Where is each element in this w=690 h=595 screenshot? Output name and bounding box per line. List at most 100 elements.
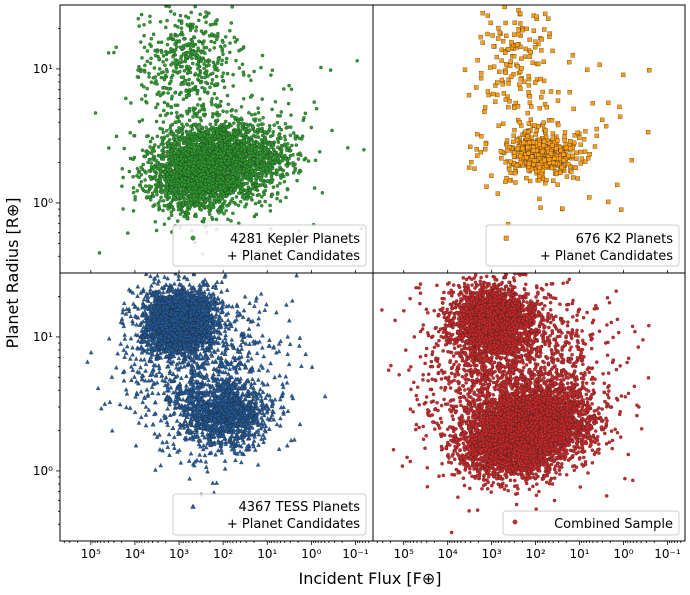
data-point [206, 189, 211, 193]
data-point [219, 162, 223, 166]
data-point [281, 168, 286, 173]
data-point [202, 216, 206, 221]
data-point [180, 114, 184, 118]
data-point [590, 101, 595, 106]
data-point [174, 110, 179, 115]
data-point [159, 195, 163, 200]
data-point [254, 174, 258, 179]
data-point [504, 176, 509, 181]
data-point [260, 195, 264, 199]
data-point [185, 216, 189, 221]
data-point [285, 164, 290, 168]
data-point [167, 138, 172, 142]
data-point [232, 132, 237, 136]
data-point [541, 139, 547, 144]
data-point [517, 82, 522, 87]
data-point [151, 194, 156, 199]
data-point [175, 59, 180, 63]
data-point [286, 101, 291, 106]
data-point [217, 124, 222, 129]
data-point [221, 127, 226, 132]
data-point [184, 164, 188, 169]
data-point [583, 129, 588, 134]
data-point [201, 105, 206, 110]
data-point [294, 143, 299, 147]
data-point [255, 140, 260, 145]
data-point [518, 160, 523, 165]
data-point [255, 131, 260, 135]
data-point [496, 123, 501, 128]
data-point [234, 163, 238, 167]
data-point [621, 72, 626, 78]
data-point [163, 113, 168, 117]
data-point [518, 21, 523, 26]
data-point [144, 171, 148, 175]
data-point [480, 10, 485, 16]
data-point [223, 44, 227, 48]
data-point [148, 145, 152, 149]
data-point [169, 97, 174, 101]
data-point [147, 71, 151, 76]
data-point [182, 191, 186, 196]
data-point [221, 205, 225, 210]
data-point [219, 99, 223, 104]
data-point [198, 97, 202, 101]
data-point [160, 148, 164, 153]
data-point [542, 157, 547, 163]
data-point [503, 179, 508, 185]
data-point [250, 138, 254, 143]
data-point [154, 79, 158, 83]
data-point [190, 88, 194, 92]
data-point [268, 127, 272, 131]
data-point [266, 130, 271, 134]
data-point [519, 66, 524, 71]
data-point [149, 80, 154, 84]
data-point [466, 92, 472, 98]
data-point [151, 154, 156, 159]
data-point [228, 50, 232, 55]
data-point [574, 156, 579, 161]
data-point [164, 25, 168, 30]
data-point [498, 149, 504, 154]
data-point [185, 22, 189, 27]
data-point [291, 131, 296, 135]
data-point [469, 159, 474, 165]
data-point [222, 135, 226, 140]
data-point [148, 14, 152, 19]
data-point [207, 63, 211, 67]
data-point [162, 100, 167, 105]
data-point [232, 121, 236, 125]
data-point [527, 37, 532, 42]
data-point [148, 139, 153, 144]
data-point [163, 170, 167, 174]
data-point [587, 195, 592, 200]
data-point [268, 169, 272, 174]
data-point [156, 72, 161, 77]
data-point [491, 64, 497, 69]
data-point [154, 158, 158, 162]
data-point [587, 152, 592, 157]
data-point [540, 89, 545, 95]
data-point [552, 156, 557, 161]
data-point [234, 116, 239, 120]
data-point [234, 109, 238, 113]
data-point [174, 164, 178, 169]
data-point [199, 29, 204, 33]
data-point [204, 175, 209, 179]
data-point [197, 55, 202, 59]
data-point [569, 169, 574, 175]
data-point [567, 59, 572, 65]
data-point [167, 216, 171, 221]
data-point [156, 145, 161, 149]
data-point [224, 119, 228, 124]
data-point [177, 141, 182, 146]
data-point [207, 183, 211, 187]
data-point [531, 148, 537, 153]
data-point [260, 133, 265, 138]
data-point [199, 208, 203, 212]
data-point [168, 167, 173, 172]
data-point [198, 151, 203, 155]
data-point [191, 108, 196, 113]
data-point [236, 119, 240, 124]
data-point [606, 199, 611, 205]
